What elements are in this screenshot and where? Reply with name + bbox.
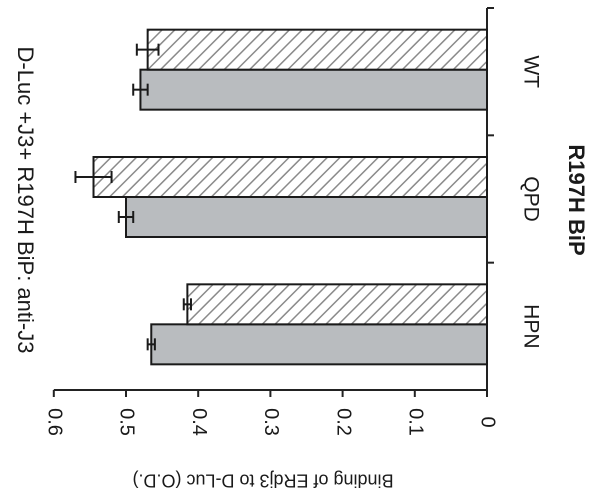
bar <box>92 156 488 198</box>
value-tick-label: 0.2 <box>332 408 354 436</box>
value-tick-label: 0.1 <box>405 408 427 436</box>
bar <box>139 68 488 111</box>
plot-area <box>52 7 494 397</box>
bar <box>186 283 488 326</box>
value-tick-label: 0.6 <box>44 408 66 436</box>
value-tick-label: 0.3 <box>260 408 282 436</box>
bar <box>125 196 488 238</box>
value-tick-label: 0 <box>477 416 499 427</box>
value-tick-label: 0.5 <box>116 408 138 436</box>
y-axis-title: Binding of ERdj3 to D-Luc (O.D.) <box>132 470 393 490</box>
category-label: HPN <box>519 304 542 348</box>
chart-title: D-Luc +J3+ R197H BiP: anti-J3 <box>13 47 38 354</box>
category-label: WT <box>519 55 542 88</box>
category-label: QPD <box>519 176 542 222</box>
axis-labels: 0 0.1 0.2 0.3 0.4 0.5 0.6 WT QPD HPN D-Luc +J3+ R1… <box>13 47 589 491</box>
x-axis-title: R197H BiP <box>564 144 589 255</box>
bar <box>150 323 489 366</box>
value-tick-label: 0.4 <box>188 408 210 436</box>
bar <box>146 28 488 71</box>
